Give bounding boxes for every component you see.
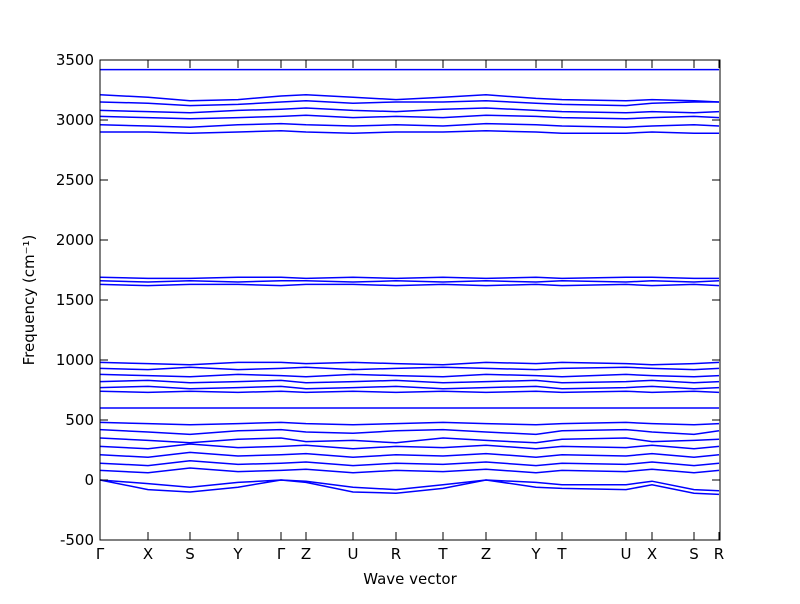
band-line [99,122,720,128]
plot-area [99,68,720,496]
y-tick-label: 3000 [56,111,94,129]
band-line [99,390,720,394]
x-tick-label: S [689,545,699,563]
x-tick-label: U [348,545,359,563]
x-tick-label: X [647,545,657,563]
x-tick-label: Γ [96,545,105,563]
band-line [99,276,719,280]
x-tick-label: Y [530,545,541,563]
band-line [99,385,720,390]
y-tick-label: 1000 [56,351,94,369]
x-tick-label: T [556,545,567,563]
band-line [99,366,720,371]
y-tick-label: 2500 [56,171,94,189]
band-line [99,451,720,458]
band-line [99,100,719,107]
x-tick-label: R [714,545,724,563]
x-axis-label: Wave vector [363,570,457,588]
band-line [99,460,720,467]
band-line [99,373,720,378]
y-tick-label: 500 [65,411,94,429]
band-line [99,283,720,287]
y-tick-label: 1500 [56,291,94,309]
x-tick-label: S [185,545,195,563]
band-line [99,443,720,450]
band-line [99,479,720,492]
band-line [99,361,720,366]
y-tick-label: -500 [60,531,94,549]
x-tick-label: T [437,545,448,563]
x-tick-label: X [143,545,153,563]
band-line [99,428,720,436]
y-tick-label: 2000 [56,231,94,249]
x-tick-label: R [391,545,401,563]
band-line [99,114,720,120]
band-line [99,107,720,114]
band-line [99,479,720,496]
y-axis-label: Frequency (cm⁻¹) [20,235,38,366]
x-tick-label: Γ [277,545,286,563]
x-tick-label: Z [301,545,311,563]
band-line [99,94,720,103]
band-line [99,437,720,444]
band-line [100,130,719,134]
x-tick-label: Y [232,545,243,563]
y-tick-label: 3500 [56,51,94,69]
band-line [99,467,720,474]
band-line [99,421,720,426]
x-tick-label: U [621,545,632,563]
y-tick-label: 0 [84,471,94,489]
x-tick-label: Z [481,545,491,563]
band-line [99,280,720,283]
band-line [99,379,720,384]
